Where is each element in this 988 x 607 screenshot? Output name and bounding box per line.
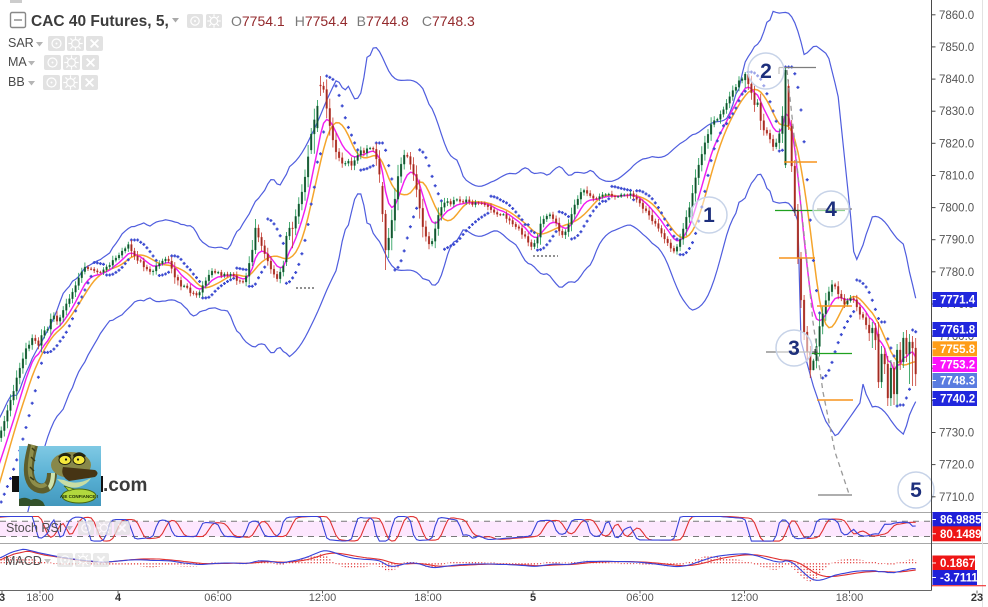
- svg-text:7840.0: 7840.0: [939, 74, 974, 86]
- svg-text:86.9885: 86.9885: [940, 515, 982, 527]
- svg-text:06:00: 06:00: [626, 592, 654, 604]
- svg-text:18:00: 18:00: [26, 592, 54, 604]
- svg-text:80.1489: 80.1489: [940, 529, 982, 541]
- svg-text:7710.0: 7710.0: [939, 492, 974, 504]
- svg-text:06:00: 06:00: [204, 592, 232, 604]
- svg-text:7830.0: 7830.0: [939, 106, 974, 118]
- svg-text:AIE CONFIANCE !: AIE CONFIANCE !: [60, 494, 99, 499]
- svg-text:7810.0: 7810.0: [939, 171, 974, 183]
- svg-text:7720.0: 7720.0: [939, 460, 974, 472]
- svg-text:5: 5: [910, 479, 922, 502]
- svg-text:18:00: 18:00: [836, 592, 864, 604]
- svg-text:MACD: MACD: [5, 554, 42, 568]
- svg-text:7771.4: 7771.4: [940, 295, 976, 307]
- svg-text:1: 1: [703, 204, 715, 227]
- svg-text:7761.8: 7761.8: [940, 325, 976, 337]
- svg-text:MA: MA: [8, 55, 27, 69]
- svg-text:3: 3: [0, 592, 5, 604]
- svg-text:7730.0: 7730.0: [939, 428, 974, 440]
- svg-text:3: 3: [788, 337, 800, 360]
- svg-text:4: 4: [115, 592, 122, 604]
- svg-text:BB: BB: [8, 75, 25, 89]
- svg-text:7780.0: 7780.0: [939, 267, 974, 279]
- svg-text:7800.0: 7800.0: [939, 203, 974, 215]
- svg-text:0.1867: 0.1867: [940, 558, 975, 570]
- svg-text:Stoch RSI: Stoch RSI: [6, 521, 62, 535]
- svg-text:7790.0: 7790.0: [939, 235, 974, 247]
- svg-text:2: 2: [760, 60, 772, 83]
- svg-text:SAR: SAR: [8, 36, 34, 50]
- svg-text:.com: .com: [103, 475, 147, 496]
- svg-text:7748.3: 7748.3: [940, 376, 975, 388]
- svg-text:4: 4: [825, 198, 837, 221]
- svg-text:7755.8: 7755.8: [940, 344, 976, 356]
- svg-text:7820.0: 7820.0: [939, 138, 974, 150]
- svg-text:23: 23: [971, 592, 983, 604]
- svg-text:7740.2: 7740.2: [940, 394, 975, 406]
- svg-text:12:00: 12:00: [731, 592, 759, 604]
- svg-text:18:00: 18:00: [414, 592, 442, 604]
- svg-text:5: 5: [530, 592, 536, 604]
- svg-text:7753.2: 7753.2: [940, 360, 975, 372]
- svg-text:CAC 40 Futures, 5,: CAC 40 Futures, 5,: [31, 13, 169, 30]
- svg-text:-3.7111: -3.7111: [940, 573, 978, 585]
- svg-text:12:00: 12:00: [309, 592, 337, 604]
- svg-text:7850.0: 7850.0: [939, 42, 974, 54]
- svg-text:7860.0: 7860.0: [939, 10, 974, 22]
